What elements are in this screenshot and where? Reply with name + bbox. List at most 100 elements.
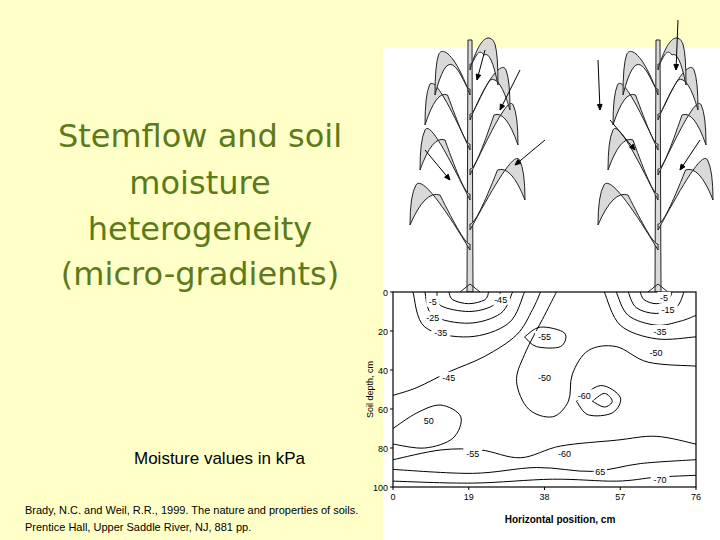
contour-line xyxy=(393,436,696,459)
label-backing xyxy=(535,331,554,342)
contour-line xyxy=(640,292,672,304)
arrow-head xyxy=(630,144,635,150)
arrow-shaft xyxy=(425,150,450,180)
arrow-head xyxy=(500,104,505,110)
arrow-shaft xyxy=(598,60,600,110)
contour-line xyxy=(525,327,566,348)
roots xyxy=(648,284,668,292)
leaf xyxy=(613,83,658,150)
contour-label: 50 xyxy=(424,416,434,426)
label-backing xyxy=(594,465,607,476)
x-tick xyxy=(468,487,469,490)
x-tick xyxy=(620,487,621,490)
contour-line xyxy=(576,386,620,416)
plot-frame xyxy=(393,292,696,487)
slide: Stemflow and soilmoistureheterogeneity(m… xyxy=(0,0,720,540)
arrow-head xyxy=(597,104,602,110)
contour-label: -50 xyxy=(650,348,663,358)
leaf xyxy=(658,103,706,175)
x-tick xyxy=(393,487,394,490)
leaf xyxy=(598,183,658,250)
stemflow-arrows xyxy=(425,20,700,180)
title-line: Stemflow and soil xyxy=(58,117,342,155)
contour-line xyxy=(437,292,501,312)
contour-labels: -5-25-35-45-5-15-35-55-50-45-50-6050-55-… xyxy=(422,292,677,485)
y-tick xyxy=(390,409,393,410)
contour-line xyxy=(413,292,525,337)
label-backing xyxy=(439,372,458,383)
label-backing xyxy=(491,294,510,305)
contour-label: -60 xyxy=(558,449,571,459)
leaf xyxy=(470,38,498,85)
label-backing xyxy=(658,292,671,303)
y-tick-label: 20 xyxy=(378,327,388,337)
arrow-shaft xyxy=(500,70,520,110)
label-backing xyxy=(426,296,439,307)
y-tick-label: 60 xyxy=(378,405,388,415)
contour-label: -35 xyxy=(434,328,447,338)
label-backing xyxy=(423,311,442,322)
contour-line xyxy=(604,292,696,339)
background xyxy=(0,0,720,540)
label-backing xyxy=(651,473,670,484)
contour-label: -25 xyxy=(426,313,439,323)
arrow-shaft xyxy=(477,50,485,80)
y-axis-label: Soil depth, cm xyxy=(365,361,375,418)
citation: Brady, N.C. and Weil, R.R., 1999. The na… xyxy=(25,504,358,516)
contour-line xyxy=(393,405,461,448)
leaf xyxy=(658,67,698,120)
leaf xyxy=(420,128,470,200)
leaf xyxy=(410,183,470,250)
contour-label: -15 xyxy=(662,305,675,315)
contour-label: -55 xyxy=(538,332,551,342)
contour-line xyxy=(616,292,696,325)
contour-label: -45 xyxy=(494,295,507,305)
x-tick-label: 38 xyxy=(539,492,549,502)
corn-plants xyxy=(410,38,713,292)
contour-label: -50 xyxy=(538,373,551,383)
stem xyxy=(655,40,661,292)
x-tick xyxy=(696,487,697,490)
label-backing xyxy=(422,415,435,426)
contour-label: -35 xyxy=(654,327,667,337)
y-tick-label: 80 xyxy=(378,444,388,454)
y-tick xyxy=(390,331,393,332)
leaf xyxy=(623,51,658,95)
y-tick xyxy=(390,448,393,449)
contour-label: -70 xyxy=(654,475,667,485)
contour-label: -5 xyxy=(660,293,668,303)
leaf xyxy=(608,128,658,200)
leaf xyxy=(435,51,470,95)
figure-panel xyxy=(383,48,720,540)
label-backing xyxy=(647,346,666,357)
x-tick-label: 76 xyxy=(691,492,701,502)
x-tick xyxy=(544,487,545,490)
x-tick-label: 0 xyxy=(390,492,395,502)
arrow-shaft xyxy=(680,140,700,170)
label-backing xyxy=(431,327,450,338)
arrow-shaft xyxy=(515,140,545,165)
leaf xyxy=(658,158,713,230)
arrow-shaft xyxy=(676,20,678,70)
label-backing xyxy=(463,448,482,459)
label-backing xyxy=(659,304,678,315)
contour-line xyxy=(517,292,696,417)
contour-line xyxy=(449,292,489,304)
arrow-shaft xyxy=(610,120,635,150)
leaf xyxy=(425,83,470,150)
title-line: heterogeneity xyxy=(88,210,313,248)
arrow-head xyxy=(674,64,679,70)
leaf xyxy=(470,103,518,175)
y-tick-label: 0 xyxy=(383,288,388,298)
leaf xyxy=(658,38,686,85)
contour-line xyxy=(393,292,541,395)
label-backing xyxy=(651,325,670,336)
arrow-head xyxy=(680,164,685,170)
title-line: moisture xyxy=(129,164,270,202)
contour-line xyxy=(425,292,513,323)
x-axis-label: Horizontal position, cm xyxy=(505,514,616,525)
arrow-head xyxy=(476,74,481,80)
x-tick-label: 19 xyxy=(464,492,474,502)
stem xyxy=(467,40,473,292)
contour-line xyxy=(393,475,696,483)
